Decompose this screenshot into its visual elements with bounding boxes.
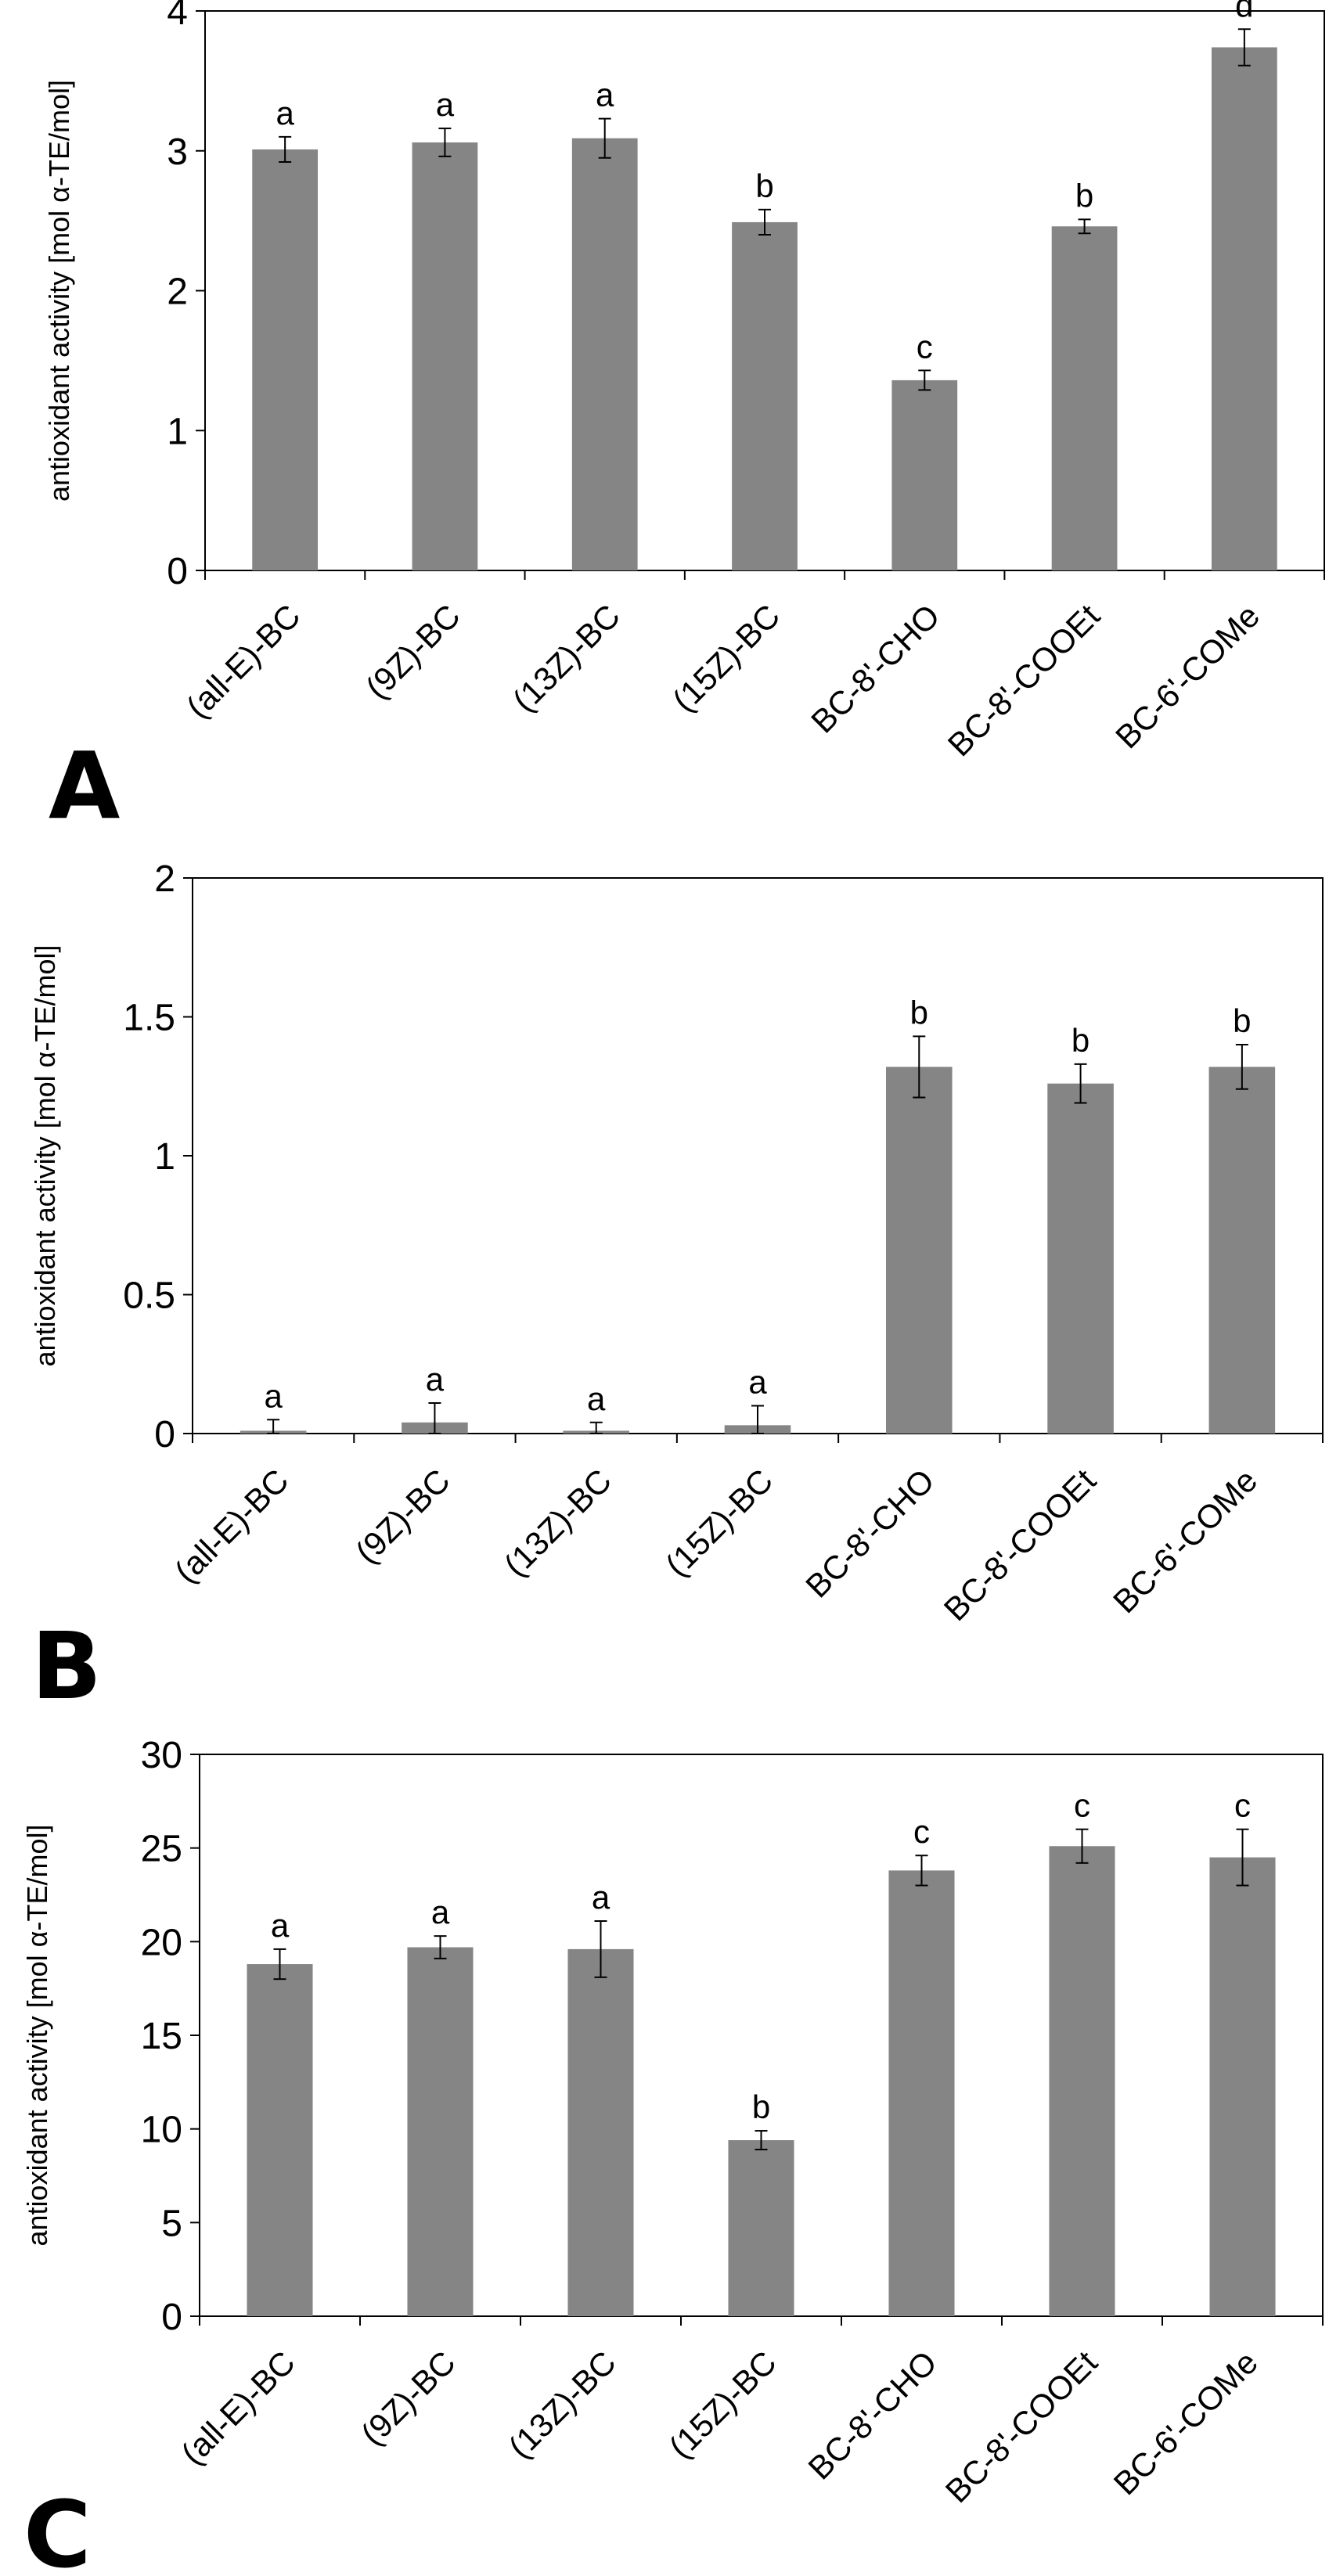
y-tick-label: 0.5 [123,1275,175,1317]
significance-letter: a [276,95,294,131]
significance-letter: b [755,167,773,204]
bar-7 [1209,1857,1276,2316]
bar-7 [1208,1067,1276,1434]
x-category-label: BC-6'-COMe [1107,2344,1265,2502]
y-tick-label: 4 [167,0,188,33]
x-category-label: BC-8'-COOEt [938,2344,1104,2509]
significance-letter: c [913,1813,930,1850]
y-tick-label: 2 [167,272,188,313]
bar-3 [571,138,638,571]
significance-letter: b [910,994,928,1031]
x-category-label: (9Z)-BC [358,597,467,706]
y-tick-label: 20 [141,1922,182,1963]
x-category-label: (9Z)-BC [354,2344,463,2452]
bar-5 [891,380,958,570]
bar-2 [407,1947,474,2316]
y-tick-label: 0 [167,551,188,592]
y-axis-label: antioxidant activity [mol α-TE/mol] [29,945,61,1367]
panel-c: C 0 5 10 15 20 25 30 antioxidant activity [mol … [21,1735,1324,2576]
x-category-label: BC-8'-CHO [798,1462,941,1604]
panel-b: B 0 0.5 1 1.5 2 antioxidant activity [mol α-T… [29,858,1324,1720]
bar-6 [1051,226,1118,570]
significance-letter: c [1234,1787,1251,1824]
bar-2 [412,142,478,570]
significance-letter: a [436,86,455,123]
significance-letter: a [271,1907,290,1944]
y-tick-label: 0 [161,2297,182,2338]
x-category-label: BC-8'-COOEt [941,597,1107,763]
panel-letter-a: A [49,732,120,840]
y-tick-label: 25 [141,1829,182,1870]
x-category-label: BC-8'-CHO [804,597,946,739]
significance-letter: b [752,2089,770,2125]
bar-3 [567,1948,634,2316]
x-category-label: BC-6'-COMe [1106,1462,1264,1620]
significance-letter: c [1074,1787,1090,1824]
bar-1 [252,149,319,570]
significance-letter: b [1075,177,1093,214]
significance-letter: a [748,1364,767,1401]
bar-4 [732,221,798,570]
x-category-label: (15Z)-BC [662,2344,783,2465]
x-category-label: BC-8'-COOEt [937,1462,1103,1628]
significance-letter: a [431,1894,450,1930]
x-category-label: (13Z)-BC [497,1462,618,1583]
bar-6 [1049,1846,1115,2316]
y-axis-label: antioxidant activity [mol α-TE/mol] [43,80,75,502]
y-tick-label: 3 [167,131,188,173]
x-category-label: (all-E)-BC [167,1462,296,1590]
significance-letter: a [596,77,614,113]
significance-letter: a [264,1377,283,1414]
bar-5 [885,1067,953,1434]
bar-7 [1211,47,1277,571]
y-tick-label: 1 [154,1136,175,1178]
y-axis-label: antioxidant activity [mol α-TE/mol] [21,1825,53,2247]
y-tick-label: 2 [154,858,175,900]
plot-frame [192,877,1324,1434]
y-tick-label: 5 [161,2203,182,2244]
significance-letter: b [1233,1002,1251,1039]
panel-letter-b: B [31,1612,102,1720]
x-category-label: BC-6'-COMe [1108,597,1266,755]
x-category-label: (13Z)-BC [506,597,627,718]
significance-letter: a [426,1361,445,1398]
y-tick-label: 30 [141,1735,182,1776]
significance-letter: a [592,1879,610,1916]
x-category-label: (15Z)-BC [658,1462,780,1583]
x-category-label: (15Z)-BC [665,597,787,718]
y-tick-label: 0 [154,1414,175,1455]
y-tick-label: 15 [141,2016,182,2057]
significance-letter: a [587,1380,606,1417]
x-category-label: (all-E)-BC [174,2344,302,2472]
x-category-label: (9Z)-BC [348,1462,457,1570]
x-category-label: BC-8'-CHO [801,2344,943,2486]
bar-4 [728,2140,794,2316]
panel-letter-c: C [23,2481,92,2576]
bar-6 [1047,1083,1114,1434]
panel-a: A 0 1 2 3 4 antioxidant activity [mol α-TE/mo… [43,0,1325,840]
significance-letter: d [1235,0,1253,23]
significance-letter: c [917,328,933,365]
x-category-label: (13Z)-BC [502,2344,623,2465]
bar-5 [888,1870,955,2316]
y-tick-label: 1 [167,411,188,452]
y-tick-label: 1.5 [123,998,175,1039]
significance-letter: b [1071,1022,1089,1059]
y-tick-label: 10 [141,2110,182,2151]
bar-1 [247,1964,313,2316]
x-category-label: (all-E)-BC [179,597,308,725]
